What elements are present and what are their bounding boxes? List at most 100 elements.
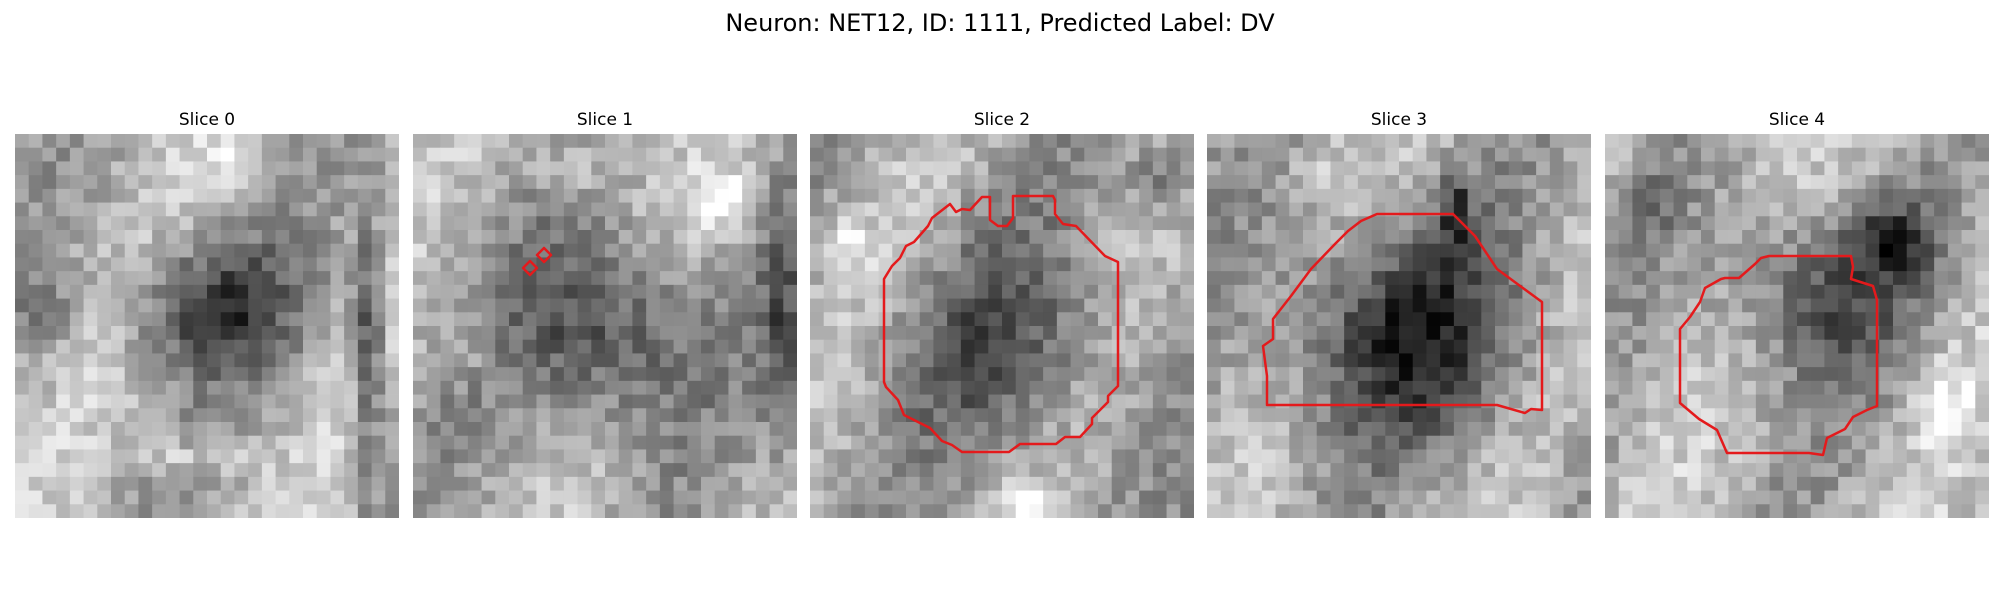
image-pixel	[1563, 312, 1578, 327]
image-pixel	[1467, 134, 1482, 149]
image-pixel	[1495, 188, 1510, 203]
image-pixel	[687, 188, 702, 203]
image-pixel	[1961, 298, 1976, 313]
image-pixel	[563, 230, 578, 245]
image-pixel	[1687, 476, 1702, 491]
image-pixel	[974, 298, 989, 313]
image-pixel	[179, 339, 194, 354]
image-pixel	[1070, 380, 1085, 395]
image-pixel	[1920, 504, 1935, 518]
image-pixel	[769, 490, 784, 505]
image-pixel	[1056, 380, 1071, 395]
image-pixel	[728, 326, 743, 341]
image-pixel	[1303, 422, 1318, 437]
image-pixel	[974, 243, 989, 258]
image-pixel	[97, 367, 112, 382]
image-pixel	[467, 504, 482, 518]
image-pixel	[851, 504, 866, 518]
image-pixel	[563, 188, 578, 203]
image-pixel	[124, 326, 139, 341]
image-pixel	[316, 243, 331, 258]
image-pixel	[646, 243, 661, 258]
image-pixel	[1673, 490, 1688, 505]
image-pixel	[1742, 312, 1757, 327]
image-pixel	[1701, 243, 1716, 258]
image-pixel	[481, 298, 496, 313]
image-pixel	[1070, 449, 1085, 464]
image-pixel	[701, 230, 716, 245]
image-pixel	[1893, 243, 1908, 258]
image-pixel	[83, 435, 98, 450]
image-pixel	[1453, 257, 1468, 272]
image-pixel	[1508, 490, 1523, 505]
image-pixel	[248, 449, 263, 464]
image-pixel	[42, 188, 57, 203]
image-pixel	[550, 353, 565, 368]
image-pixel	[1084, 490, 1099, 505]
image-pixel	[234, 380, 249, 395]
image-pixel	[303, 435, 318, 450]
image-pixel	[550, 408, 565, 423]
image-pixel	[1180, 504, 1194, 518]
image-pixel	[28, 202, 43, 217]
image-pixel	[864, 147, 879, 162]
image-pixel	[1357, 449, 1372, 464]
image-pixel	[536, 230, 551, 245]
image-pixel	[1632, 134, 1647, 149]
image-pixel	[1742, 435, 1757, 450]
image-pixel	[193, 175, 208, 190]
image-pixel	[1344, 490, 1359, 505]
image-pixel	[742, 284, 757, 299]
image-pixel	[179, 422, 194, 437]
image-pixel	[1549, 435, 1564, 450]
image-pixel	[1865, 422, 1880, 437]
image-pixel	[1275, 175, 1290, 190]
image-pixel	[330, 257, 345, 272]
image-pixel	[1412, 257, 1427, 272]
image-pixel	[234, 257, 249, 272]
image-pixel	[467, 271, 482, 286]
image-pixel	[1111, 175, 1126, 190]
image-pixel	[742, 216, 757, 231]
image-pixel	[316, 312, 331, 327]
image-pixel	[714, 408, 729, 423]
image-pixel	[1728, 353, 1743, 368]
image-pixel	[1838, 380, 1853, 395]
image-pixel	[275, 380, 290, 395]
image-pixel	[509, 339, 524, 354]
image-pixel	[632, 188, 647, 203]
image-pixel	[111, 394, 126, 409]
image-pixel	[1412, 339, 1427, 354]
image-pixel	[1371, 476, 1386, 491]
image-pixel	[1851, 449, 1866, 464]
image-pixel	[1701, 490, 1716, 505]
image-pixel	[1701, 230, 1716, 245]
image-pixel	[454, 422, 469, 437]
slice-panel-2: Slice 2	[810, 108, 1194, 522]
image-pixel	[1152, 312, 1167, 327]
image-pixel	[1687, 257, 1702, 272]
image-pixel	[1166, 435, 1181, 450]
image-pixel	[1344, 353, 1359, 368]
image-pixel	[1508, 312, 1523, 327]
image-pixel	[1234, 380, 1249, 395]
image-pixel	[385, 188, 399, 203]
image-pixel	[124, 243, 139, 258]
image-pixel	[1563, 394, 1578, 409]
image-pixel	[1275, 449, 1290, 464]
image-pixel	[646, 490, 661, 505]
image-pixel	[1261, 134, 1276, 149]
image-pixel	[1152, 202, 1167, 217]
image-pixel	[440, 243, 455, 258]
image-pixel	[15, 326, 30, 341]
image-pixel	[1659, 476, 1674, 491]
image-pixel	[646, 353, 661, 368]
image-pixel	[275, 367, 290, 382]
image-pixel	[357, 147, 372, 162]
image-pixel	[15, 216, 30, 231]
image-pixel	[673, 202, 688, 217]
image-pixel	[988, 435, 1003, 450]
image-pixel	[303, 326, 318, 341]
image-pixel	[701, 312, 716, 327]
image-pixel	[28, 298, 43, 313]
